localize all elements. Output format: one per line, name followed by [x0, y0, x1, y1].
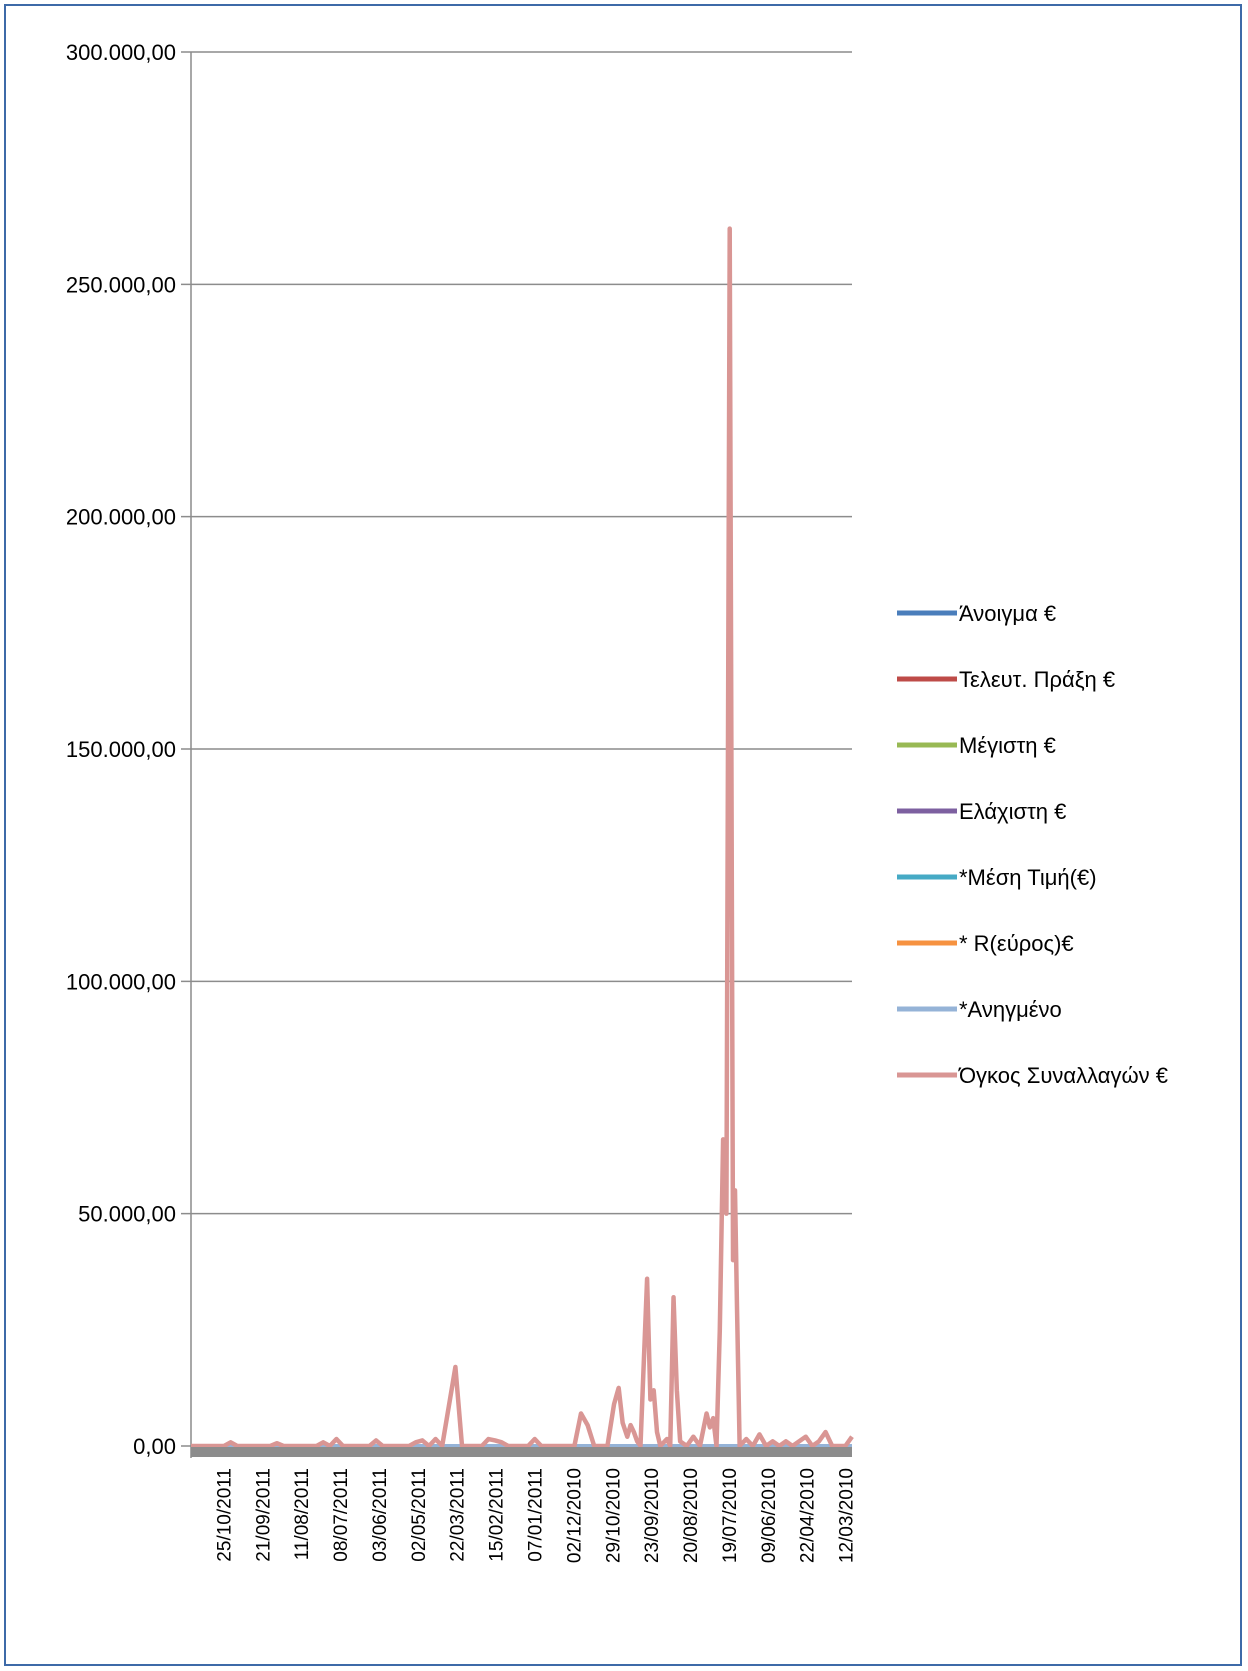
x-tick-label: 15/02/2011	[487, 1468, 508, 1562]
x-tick-label: 09/06/2010	[759, 1468, 780, 1563]
y-tick-label: 100.000,00	[66, 969, 176, 994]
x-tick-label: 07/01/2011	[526, 1468, 547, 1562]
x-tick-label: 22/03/2011	[448, 1468, 469, 1562]
legend-label-5: * R(εύρος)€	[959, 931, 1074, 956]
x-axis-ticks: 25/10/2011 21/09/2011 11/08/2011 08/07/2011…	[214, 1468, 857, 1563]
legend-label-0: Άνοιγμα €	[959, 601, 1056, 626]
legend-label-3: Ελάχιστη €	[959, 799, 1066, 824]
y-axis-ticks: 0,00 50.000,00 100.000,00 150.000,00 200.000…	[66, 40, 176, 1459]
x-tick-label: 20/08/2010	[681, 1468, 702, 1563]
y-tick-label: 200.000,00	[66, 505, 176, 530]
x-tick-label: 29/10/2010	[603, 1468, 624, 1563]
x-tick-label: 21/09/2011	[253, 1468, 274, 1562]
x-tick-label: 08/07/2011	[331, 1468, 352, 1562]
x-tick-label: 11/08/2011	[292, 1468, 313, 1560]
legend: Άνοιγμα € Τελευτ. Πράξη € Μέγιστη € Ελάχιστ…	[897, 601, 1168, 1088]
x-tick-label: 25/10/2011	[214, 1468, 235, 1562]
series-layer	[191, 226, 854, 1449]
chart-frame: 0,00 50.000,00 100.000,00 150.000,00 200.000…	[4, 4, 1242, 1666]
legend-label-6: *Ανηγμένο	[959, 997, 1062, 1022]
x-tick-label: 12/03/2010	[837, 1468, 858, 1563]
y-tick-label: 300.000,00	[66, 40, 176, 65]
x-tick-label: 02/12/2010	[564, 1468, 585, 1563]
y-tick-label: 50.000,00	[78, 1202, 176, 1227]
x-axis	[191, 1447, 852, 1457]
chart-svg: 0,00 50.000,00 100.000,00 150.000,00 200.000…	[66, 40, 1168, 1563]
x-tick-label: 19/07/2010	[720, 1468, 741, 1563]
x-axis-line	[191, 1447, 852, 1457]
legend-label-2: Μέγιστη €	[959, 733, 1056, 758]
x-tick-label: 02/05/2011	[409, 1468, 430, 1562]
y-tick-label: 0,00	[133, 1434, 176, 1459]
x-tick-label: 03/06/2011	[370, 1468, 391, 1562]
series-line-7	[191, 226, 854, 1449]
x-tick-label: 22/04/2010	[798, 1468, 819, 1563]
y-tick-label: 150.000,00	[66, 737, 176, 762]
legend-label-4: *Μέση Τιμή(€)	[959, 865, 1097, 890]
x-tick-label: 23/09/2010	[642, 1468, 663, 1563]
legend-label-7: Όγκος Συναλλαγών €	[958, 1063, 1168, 1088]
y-tick-label: 250.000,00	[66, 272, 176, 297]
legend-label-1: Τελευτ. Πράξη €	[959, 667, 1115, 692]
grid-layer	[181, 51, 852, 1458]
